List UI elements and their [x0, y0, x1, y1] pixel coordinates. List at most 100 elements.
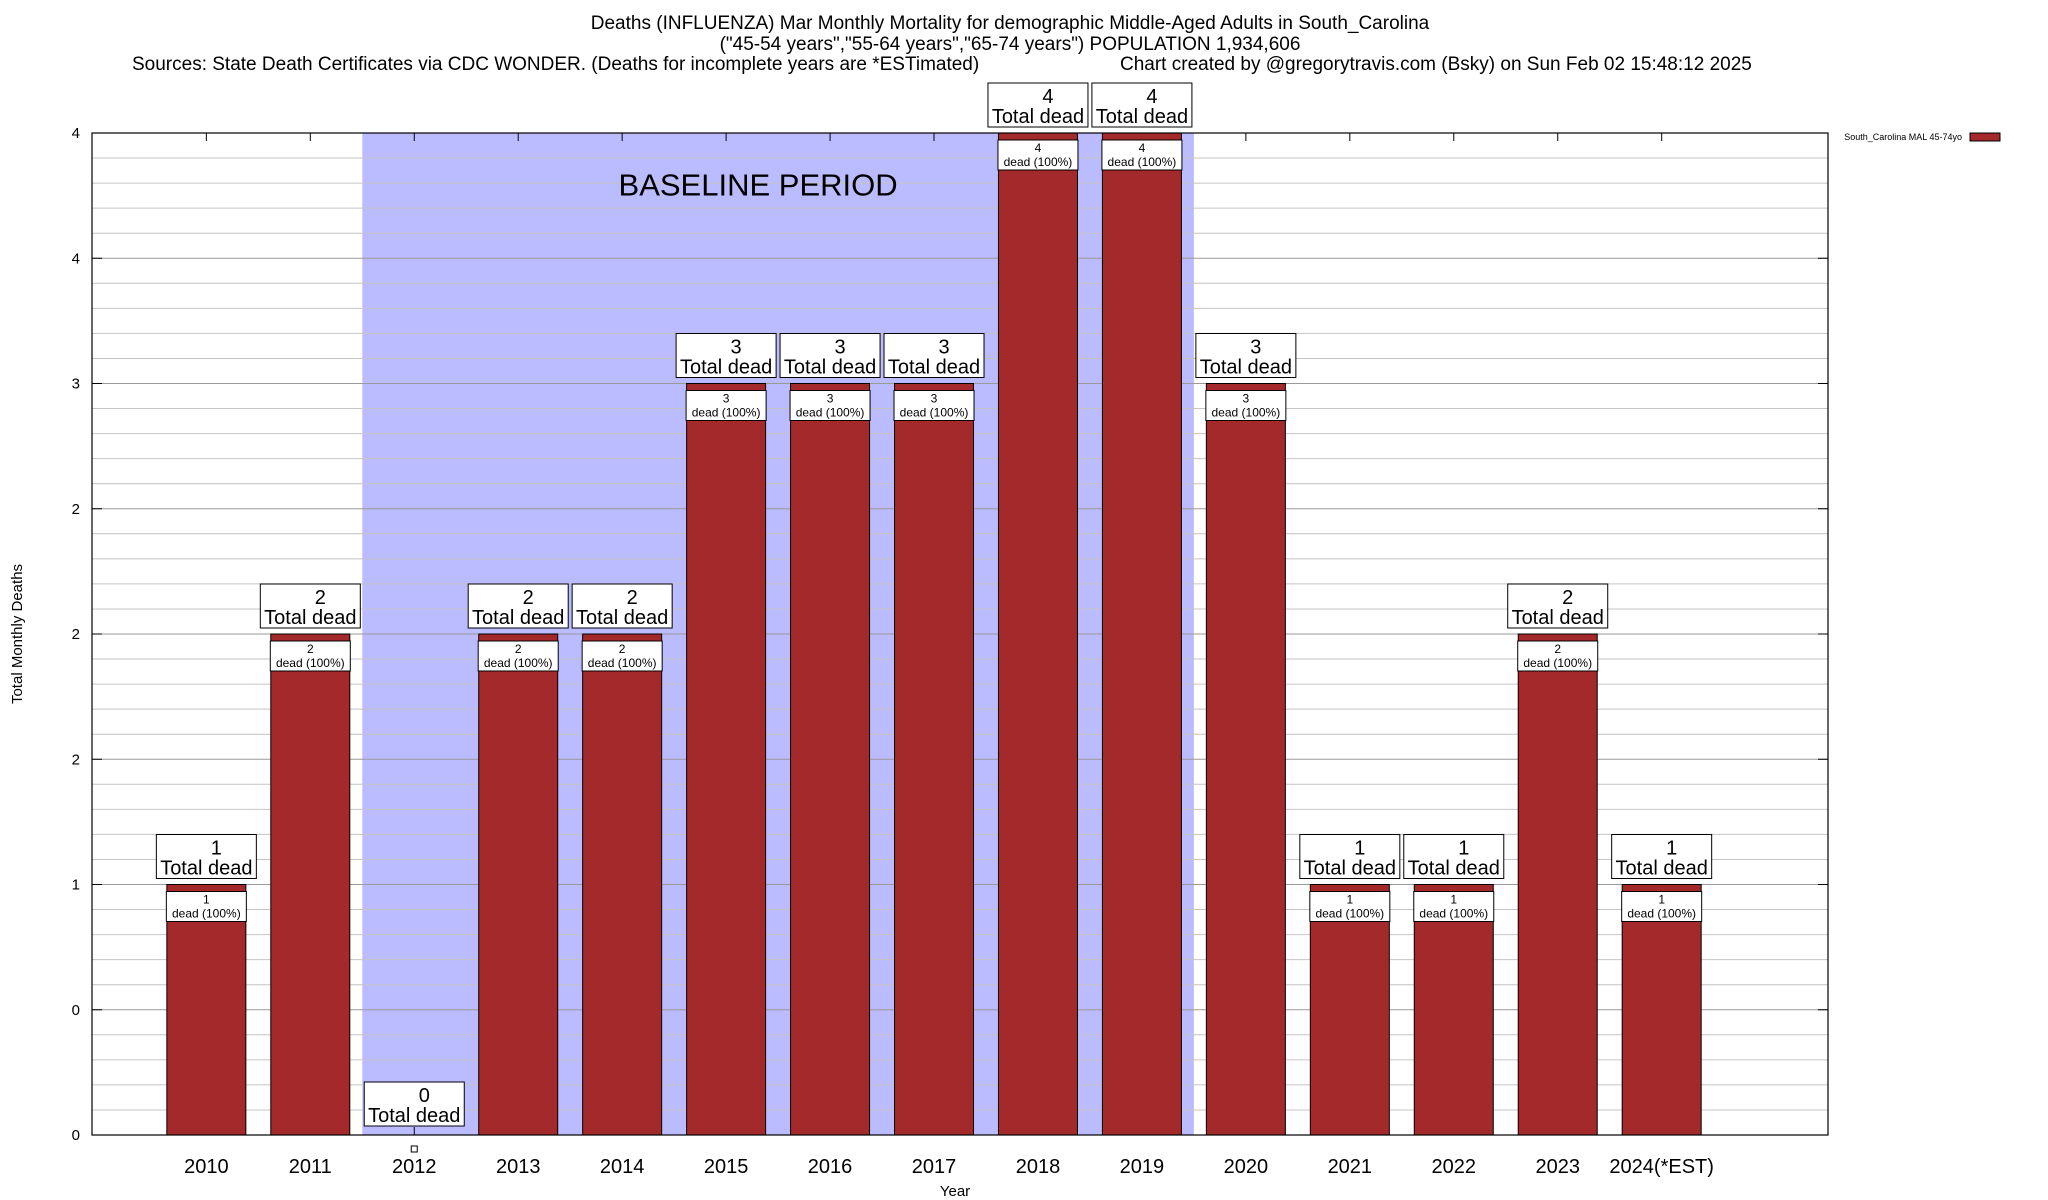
- chart-subtitle: ("45-54 years","55-64 years","65-74 year…: [719, 34, 1301, 55]
- total-label-value: 3: [731, 337, 742, 359]
- x-tick-label: 2013: [496, 1156, 541, 1178]
- bar-inner-text: dead (100%): [1108, 155, 1177, 169]
- bar-inner-value: 3: [827, 392, 834, 406]
- bar-inner-value: 4: [1139, 141, 1146, 155]
- bar-inner-text: dead (100%): [172, 907, 241, 921]
- total-label-value: 3: [938, 337, 949, 359]
- bar: [1205, 383, 1286, 1136]
- total-label-text: Total dead: [992, 106, 1084, 128]
- bar-inner-label-box: [997, 139, 1079, 171]
- total-label-text: Total dead: [1200, 357, 1292, 379]
- total-label-text: Total dead: [1616, 858, 1708, 880]
- total-label-value: 1: [1458, 838, 1469, 860]
- bar-inner-value: 4: [1035, 141, 1042, 155]
- total-label-value: 2: [627, 587, 638, 609]
- legend-swatch: [1969, 132, 2001, 142]
- bar-inner-text: dead (100%): [796, 406, 865, 420]
- bar-inner-label-box: [581, 640, 663, 672]
- total-label-text: Total dead: [1512, 607, 1604, 629]
- x-tick-label: 2023: [1535, 1156, 1580, 1178]
- bar-inner-text: dead (100%): [1004, 155, 1073, 169]
- bar-inner-text: dead (100%): [588, 656, 657, 670]
- total-label-box: [987, 82, 1089, 128]
- total-label-value: 3: [1250, 337, 1261, 359]
- total-label-box: [363, 1081, 465, 1127]
- bar: [790, 383, 871, 1136]
- y-tick-label: 0: [72, 1127, 80, 1144]
- total-label-box: [155, 834, 257, 879]
- total-label-box: [883, 333, 985, 378]
- bar-inner-text: dead (100%): [1523, 656, 1592, 670]
- total-label-box: [259, 583, 361, 629]
- y-tick-label: 0: [72, 1002, 80, 1019]
- x-tick-label: 2019: [1120, 1156, 1165, 1178]
- y-tick-label: 4: [72, 250, 80, 267]
- total-label-value: 4: [1146, 86, 1157, 108]
- bar-inner-value: 1: [1450, 893, 1457, 907]
- chart-source-note: Sources: State Death Certificates via CD…: [132, 54, 980, 75]
- bar-inner-value: 1: [1658, 893, 1665, 907]
- x-tick-label: 2021: [1328, 1156, 1373, 1178]
- bar-inner-value: 1: [203, 893, 210, 907]
- y-tick-label: 2: [72, 501, 80, 518]
- total-label-value: 1: [1666, 838, 1677, 860]
- bar: [582, 633, 663, 1136]
- bar-inner-text: dead (100%): [1627, 907, 1696, 921]
- total-label-text: Total dead: [680, 357, 772, 379]
- total-label-value: 1: [211, 838, 222, 860]
- total-label-box: [1195, 333, 1297, 378]
- chart-credit-note: Chart created by @gregorytravis.com (Bsk…: [1120, 54, 1752, 75]
- bar: [1517, 633, 1598, 1136]
- bar-inner-label-box: [269, 640, 351, 672]
- total-label-value: 3: [834, 337, 845, 359]
- total-label-text: Total dead: [160, 858, 252, 880]
- total-label-box: [1507, 583, 1609, 629]
- total-label-value: 2: [1562, 587, 1573, 609]
- x-tick-label: 2017: [912, 1156, 957, 1178]
- total-label-value: 1: [1354, 838, 1365, 860]
- total-label-box: [779, 333, 881, 378]
- bar: [894, 383, 975, 1136]
- bar-inner-text: dead (100%): [692, 406, 761, 420]
- bar-inner-label-box: [1205, 390, 1287, 421]
- x-tick-label: 2016: [808, 1156, 853, 1178]
- total-label-box: [675, 333, 777, 378]
- total-label-text: Total dead: [576, 607, 668, 629]
- bar-inner-label-box: [1309, 891, 1391, 922]
- total-label-text: Total dead: [1096, 106, 1188, 128]
- bar: [686, 383, 767, 1136]
- bar-inner-text: dead (100%): [1212, 406, 1281, 420]
- bar: [166, 884, 247, 1136]
- bar: [1413, 884, 1494, 1136]
- bar-inner-text: dead (100%): [1419, 907, 1488, 921]
- total-label-value: 2: [315, 587, 326, 609]
- total-label-text: Total dead: [1408, 858, 1500, 880]
- total-label-text: Total dead: [264, 607, 356, 629]
- x-tick-label: 2022: [1432, 1156, 1477, 1178]
- total-label-box: [1299, 834, 1401, 879]
- bar-inner-text: dead (100%): [1315, 907, 1384, 921]
- total-label-text: Total dead: [888, 357, 980, 379]
- y-axis-label: Total Monthly Deaths: [9, 564, 26, 704]
- bar: [997, 132, 1078, 1136]
- x-axis-label: Year: [940, 1183, 970, 1200]
- bar-inner-label-box: [1413, 891, 1495, 922]
- bar-inner-label-box: [1517, 640, 1599, 672]
- total-label-text: Total dead: [472, 607, 564, 629]
- total-label-box: [1403, 834, 1505, 879]
- bar-inner-label-box: [477, 640, 559, 672]
- total-label-value: 4: [1042, 86, 1053, 108]
- chart-title: Deaths (INFLUENZA) Mar Monthly Mortality…: [590, 13, 1430, 34]
- y-tick-label: 2: [72, 626, 80, 643]
- bar-inner-label-box: [1101, 139, 1183, 171]
- zero-marker: [410, 1145, 418, 1153]
- bar-inner-label-box: [685, 390, 767, 421]
- x-tick-label: 2020: [1224, 1156, 1269, 1178]
- legend-label: South_Carolina MAL 45-74yo: [1844, 132, 1962, 142]
- total-label-text: Total dead: [784, 357, 876, 379]
- bar-inner-label-box: [165, 891, 247, 922]
- x-tick-label: 2010: [184, 1156, 229, 1178]
- bar-inner-value: 3: [1243, 392, 1250, 406]
- y-tick-label: 3: [72, 376, 80, 393]
- total-label-text: Total dead: [1304, 858, 1396, 880]
